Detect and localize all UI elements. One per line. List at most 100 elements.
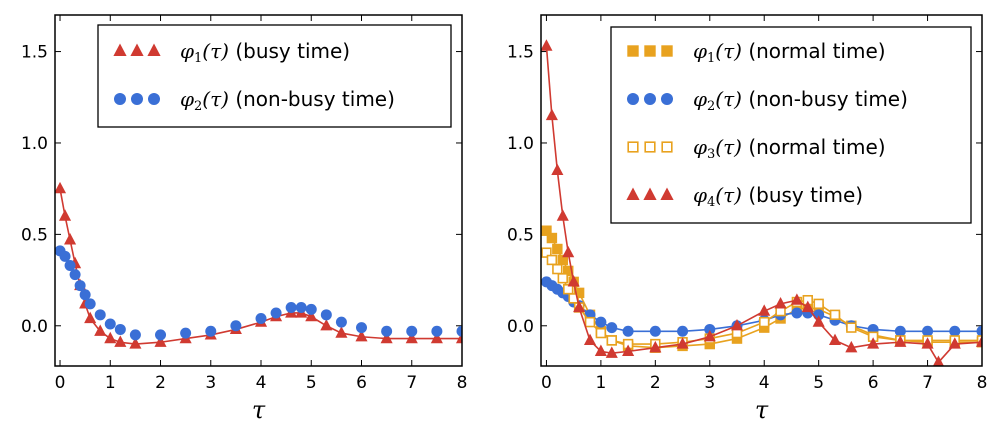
right-panel: 0 1 2 3 4 5 6 7 8 0.0 0.5 1.0 1.5 τ φ1(τ) (normal time… — [507, 14, 987, 424]
data-point — [552, 263, 563, 275]
data-point — [546, 232, 558, 244]
data-point — [114, 335, 127, 347]
data-point — [676, 337, 689, 349]
x-tick-label: 2 — [155, 373, 166, 393]
data-point — [562, 245, 575, 258]
data-point — [867, 337, 880, 349]
x-tick-label: 8 — [457, 373, 468, 393]
data-point — [94, 309, 106, 321]
data-point — [948, 337, 961, 349]
data-point — [129, 329, 141, 341]
data-point — [829, 309, 841, 321]
plot-area — [55, 181, 462, 349]
x-tick-label: 3 — [704, 373, 715, 393]
data-point — [335, 326, 348, 338]
x-tick-label: 4 — [256, 373, 267, 393]
data-point — [355, 329, 368, 342]
y-tick-label: 1.0 — [507, 134, 534, 154]
legend-marker — [661, 45, 673, 57]
data-point — [704, 323, 716, 335]
data-point — [79, 289, 91, 301]
y-tick-label: 0.5 — [21, 225, 48, 245]
data-point — [677, 325, 689, 337]
data-point — [774, 297, 787, 309]
legend-marker — [660, 187, 674, 201]
data-point — [541, 247, 552, 258]
data-point — [595, 316, 607, 328]
data-point — [812, 315, 825, 327]
data-point — [921, 337, 934, 349]
y-tick-label: 1.5 — [507, 43, 534, 63]
legend-marker — [130, 43, 144, 57]
legend-marker — [627, 93, 639, 105]
y-tick-label: 1.5 — [21, 43, 48, 63]
legend-marker — [131, 93, 143, 105]
x-tick-label: 6 — [868, 373, 879, 393]
x-axis-label: τ — [755, 396, 769, 424]
legend: φ1(τ) (busy time) φ2(τ) (non-busy time) — [97, 24, 452, 128]
legend: φ1(τ) (normal time) φ2(τ) (non-busy time)… — [610, 26, 972, 224]
data-point — [205, 325, 217, 337]
legend-marker — [661, 93, 673, 105]
data-point — [845, 340, 858, 353]
data-point — [405, 331, 418, 344]
x-tick-label: 5 — [306, 373, 317, 393]
data-point — [320, 309, 332, 321]
data-point — [573, 300, 586, 313]
legend-marker — [644, 93, 656, 105]
data-point — [557, 273, 568, 284]
data-point — [622, 344, 635, 356]
data-point — [255, 312, 267, 324]
axes-frame — [54, 14, 463, 367]
legend-marker — [627, 141, 639, 153]
data-point — [975, 335, 982, 347]
data-point — [456, 325, 462, 337]
data-point — [551, 163, 564, 176]
data-point — [64, 233, 77, 245]
data-point — [758, 322, 770, 333]
x-tick-label: 0 — [541, 373, 552, 393]
data-point — [270, 307, 282, 319]
data-point — [430, 331, 443, 344]
data-point — [556, 209, 569, 221]
data-point — [74, 280, 86, 292]
data-point — [104, 318, 116, 330]
data-point — [704, 338, 716, 350]
data-point — [894, 335, 907, 347]
data-point — [64, 259, 76, 271]
x-tick-label: 1 — [105, 373, 116, 393]
data-point — [922, 325, 934, 337]
data-point — [84, 311, 97, 324]
data-point — [759, 316, 770, 328]
data-point — [59, 250, 71, 262]
legend-label: φ4(τ) (busy time) — [693, 183, 863, 210]
legend-label: φ3(τ) (normal time) — [693, 135, 886, 162]
data-point — [583, 333, 597, 346]
data-point — [335, 316, 347, 328]
data-point — [104, 331, 117, 344]
legend-label: φ2(τ) (non-busy time) — [180, 87, 395, 114]
data-point — [320, 318, 333, 331]
series-2 — [55, 245, 462, 341]
data-point — [380, 331, 393, 344]
data-point — [758, 304, 771, 316]
data-point — [305, 303, 317, 315]
data-point — [801, 300, 814, 313]
data-point — [622, 325, 634, 337]
data-point — [230, 320, 242, 332]
data-point — [791, 307, 803, 319]
data-point — [573, 287, 585, 299]
x-axis-label: τ — [252, 396, 266, 424]
data-point — [595, 327, 607, 339]
data-point — [894, 325, 906, 337]
data-point — [730, 318, 744, 331]
y-tick-label: 0.0 — [507, 317, 534, 337]
series-line — [545, 46, 982, 364]
y-tick-label: 0.5 — [507, 225, 534, 245]
data-point — [455, 331, 462, 344]
data-point — [406, 325, 418, 337]
data-point — [58, 209, 72, 221]
data-point — [567, 275, 580, 287]
legend-marker — [626, 187, 640, 201]
legend-label: φ1(τ) (busy time) — [180, 39, 350, 66]
